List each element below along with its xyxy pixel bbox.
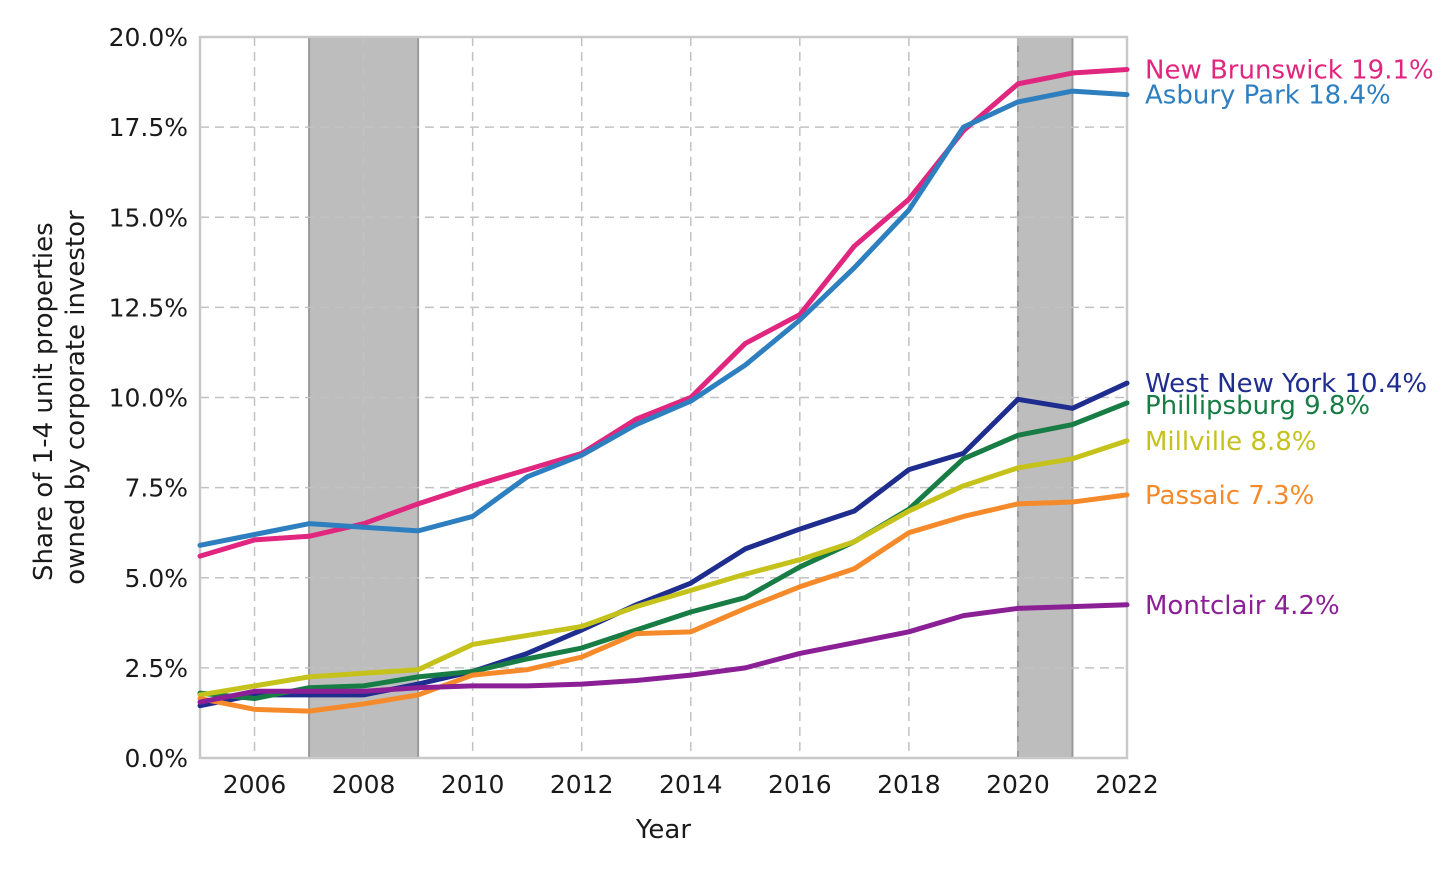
series-end-label: Phillipsburg 9.8% [1145,391,1370,421]
x-tick-label: 2006 [223,770,287,799]
x-tick-label: 2014 [659,770,723,799]
plot-frame [198,35,1129,760]
series-line [197,380,1130,709]
gridlines [200,37,1127,758]
x-tick-label: 2020 [986,770,1050,799]
x-tick-label: 2008 [332,770,396,799]
y-axis-title-line-1: Share of 1-4 unit properties [29,222,59,581]
series-line [197,602,1130,705]
x-axis-title: Year [635,815,691,845]
series-line [197,438,1130,698]
y-tick-label: 20.0% [109,23,188,52]
y-axis-title: Share of 1-4 unit properties owned by co… [29,210,91,585]
series-end-label: Passaic 7.3% [1145,481,1314,511]
series-lines [197,66,1130,714]
x-axis-ticks: 2006 2008 2010 2012 2014 2016 2018 2020 2022 [223,770,1159,799]
y-axis-ticks: 0.0% 2.5% 5.0% 7.5% 10.0% 12.5% 15.0% 17.5% 20.0… [109,23,188,773]
series-end-label: West New York 10.4% [1145,369,1427,399]
y-tick-label: 5.0% [124,564,188,593]
x-tick-label: 2018 [877,770,941,799]
x-tick-label: 2022 [1095,770,1159,799]
y-tick-label: 17.5% [109,113,188,142]
y-tick-label: 0.0% [124,744,188,773]
series-end-labels: New Brunswick 19.1%Asbury Park 18.4% West… [1145,55,1434,620]
series-line [197,88,1130,548]
y-tick-label: 10.0% [109,384,188,413]
series-line [197,492,1130,714]
series-end-label: Millville 8.8% [1145,427,1316,457]
x-tick-label: 2010 [441,770,505,799]
y-tick-label: 7.5% [124,474,188,503]
y-axis-title-line-2: owned by corporate investor [61,210,91,585]
series-end-label: Montclair 4.2% [1145,591,1340,621]
x-tick-label: 2016 [768,770,832,799]
y-tick-label: 15.0% [109,203,188,232]
y-tick-label: 2.5% [124,654,188,683]
series-end-label: Asbury Park 18.4% [1145,81,1391,111]
y-tick-label: 12.5% [109,293,188,322]
series-line [197,400,1130,702]
x-tick-label: 2012 [550,770,614,799]
series-end-label: New Brunswick 19.1% [1145,55,1434,85]
